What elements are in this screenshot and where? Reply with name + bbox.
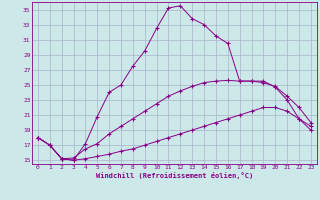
X-axis label: Windchill (Refroidissement éolien,°C): Windchill (Refroidissement éolien,°C) xyxy=(96,172,253,179)
